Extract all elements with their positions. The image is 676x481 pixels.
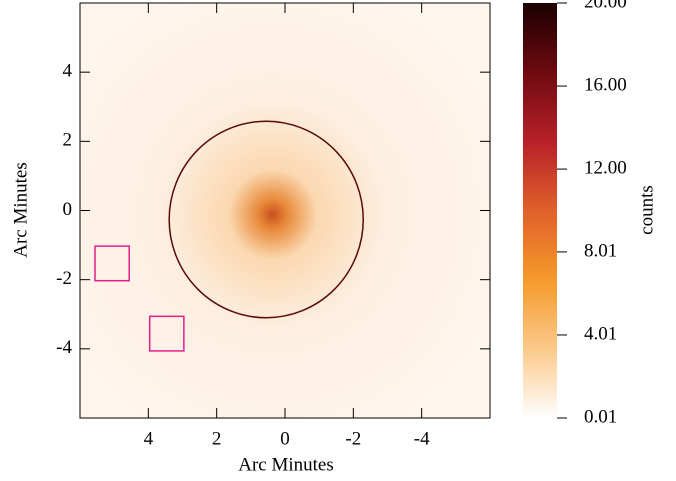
x-tick-label: -4 bbox=[414, 428, 430, 449]
y-tick-label: 2 bbox=[63, 130, 73, 151]
x-tick-label: 0 bbox=[280, 428, 290, 449]
colorbar-tick-label: 8.01 bbox=[584, 240, 617, 261]
y-tick-label: -2 bbox=[56, 268, 72, 289]
y-tick-label: 4 bbox=[63, 61, 73, 82]
colorbar-tick-label: 4.01 bbox=[584, 323, 617, 344]
y-axis-label: Arc Minutes bbox=[10, 162, 31, 258]
x-tick-label: 4 bbox=[144, 428, 154, 449]
region-box bbox=[94, 245, 130, 282]
colorbar-tick-label: 16.00 bbox=[584, 74, 627, 95]
colorbar-label: counts bbox=[636, 185, 657, 235]
colorbar-tick-label: 12.00 bbox=[584, 157, 627, 178]
x-axis-label: Arc Minutes bbox=[238, 454, 334, 475]
colorbar-tick-label: 0.01 bbox=[584, 406, 617, 427]
image bbox=[80, 3, 490, 418]
y-tick-label: 0 bbox=[63, 199, 73, 220]
region-circle bbox=[168, 120, 364, 319]
x-tick-label: -2 bbox=[345, 428, 361, 449]
colorbar-tick-label: 20.00 bbox=[584, 0, 627, 12]
colorbar bbox=[523, 3, 557, 418]
x-tick-label: 2 bbox=[212, 428, 222, 449]
y-tick-label: -4 bbox=[56, 337, 72, 358]
region-box bbox=[148, 315, 185, 352]
